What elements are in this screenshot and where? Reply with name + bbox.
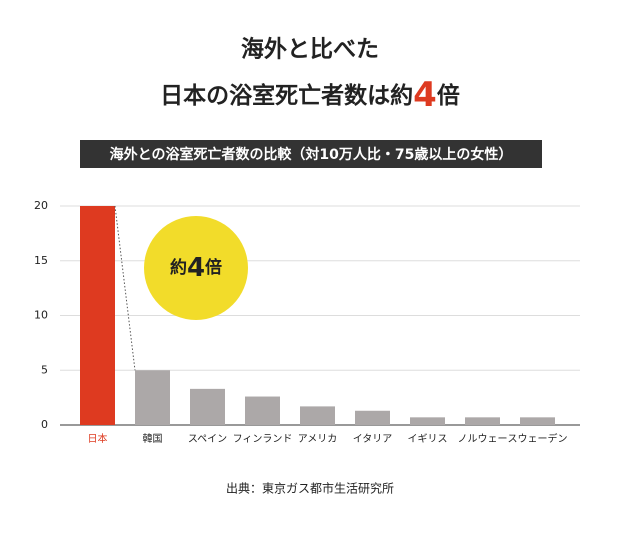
subtitle-banner: [80, 140, 542, 168]
annotation-part: 約: [170, 257, 187, 278]
bar: [410, 417, 445, 425]
x-tick-label: イタリア: [353, 433, 393, 445]
subtitle: 海外との浴室死亡者数の比較（対10万人比・75歳以上の女性）: [110, 146, 513, 163]
bar: [465, 417, 500, 425]
source: 出典：東京ガス都市生活研究所: [226, 481, 394, 496]
chart-title: 海外と比べた: [241, 36, 379, 63]
x-tick-label: フィンランド: [233, 433, 293, 445]
connector: [114, 205, 136, 371]
y-tick-label: 10: [34, 309, 48, 322]
x-tick-label: スペイン: [188, 434, 227, 445]
x-tick-label: スウェーデン: [508, 432, 568, 445]
x-tick-label: イギリス: [408, 433, 448, 445]
bar: [135, 370, 170, 425]
x-tick-label: 日本: [88, 432, 108, 445]
bar: [355, 410, 390, 425]
annotation-part: 倍: [205, 257, 222, 278]
y-tick-label: 20: [34, 199, 48, 212]
annotation: 約4倍: [170, 253, 222, 283]
title-part: 倍: [437, 82, 460, 109]
bar: [190, 388, 225, 425]
y-tick-label: 5: [41, 363, 48, 376]
y-tick-label: 0: [41, 418, 48, 431]
bar: [520, 417, 555, 425]
x-tick-label: ノルウェー: [458, 433, 508, 445]
annotation-part: 4: [187, 253, 205, 283]
x-tick-label: 韓国: [143, 433, 163, 445]
title-emphasis: 4: [413, 75, 437, 115]
bar: [300, 406, 335, 425]
x-tick-label: アメリカ: [298, 433, 338, 445]
annotation-circle: [144, 216, 248, 320]
bar: [245, 396, 280, 425]
y-tick-label: 15: [34, 254, 48, 267]
chart-title: 日本の浴室死亡者数は約4倍: [160, 75, 460, 115]
title-part: 日本の浴室死亡者数は約: [160, 82, 413, 109]
bar: [80, 206, 115, 425]
